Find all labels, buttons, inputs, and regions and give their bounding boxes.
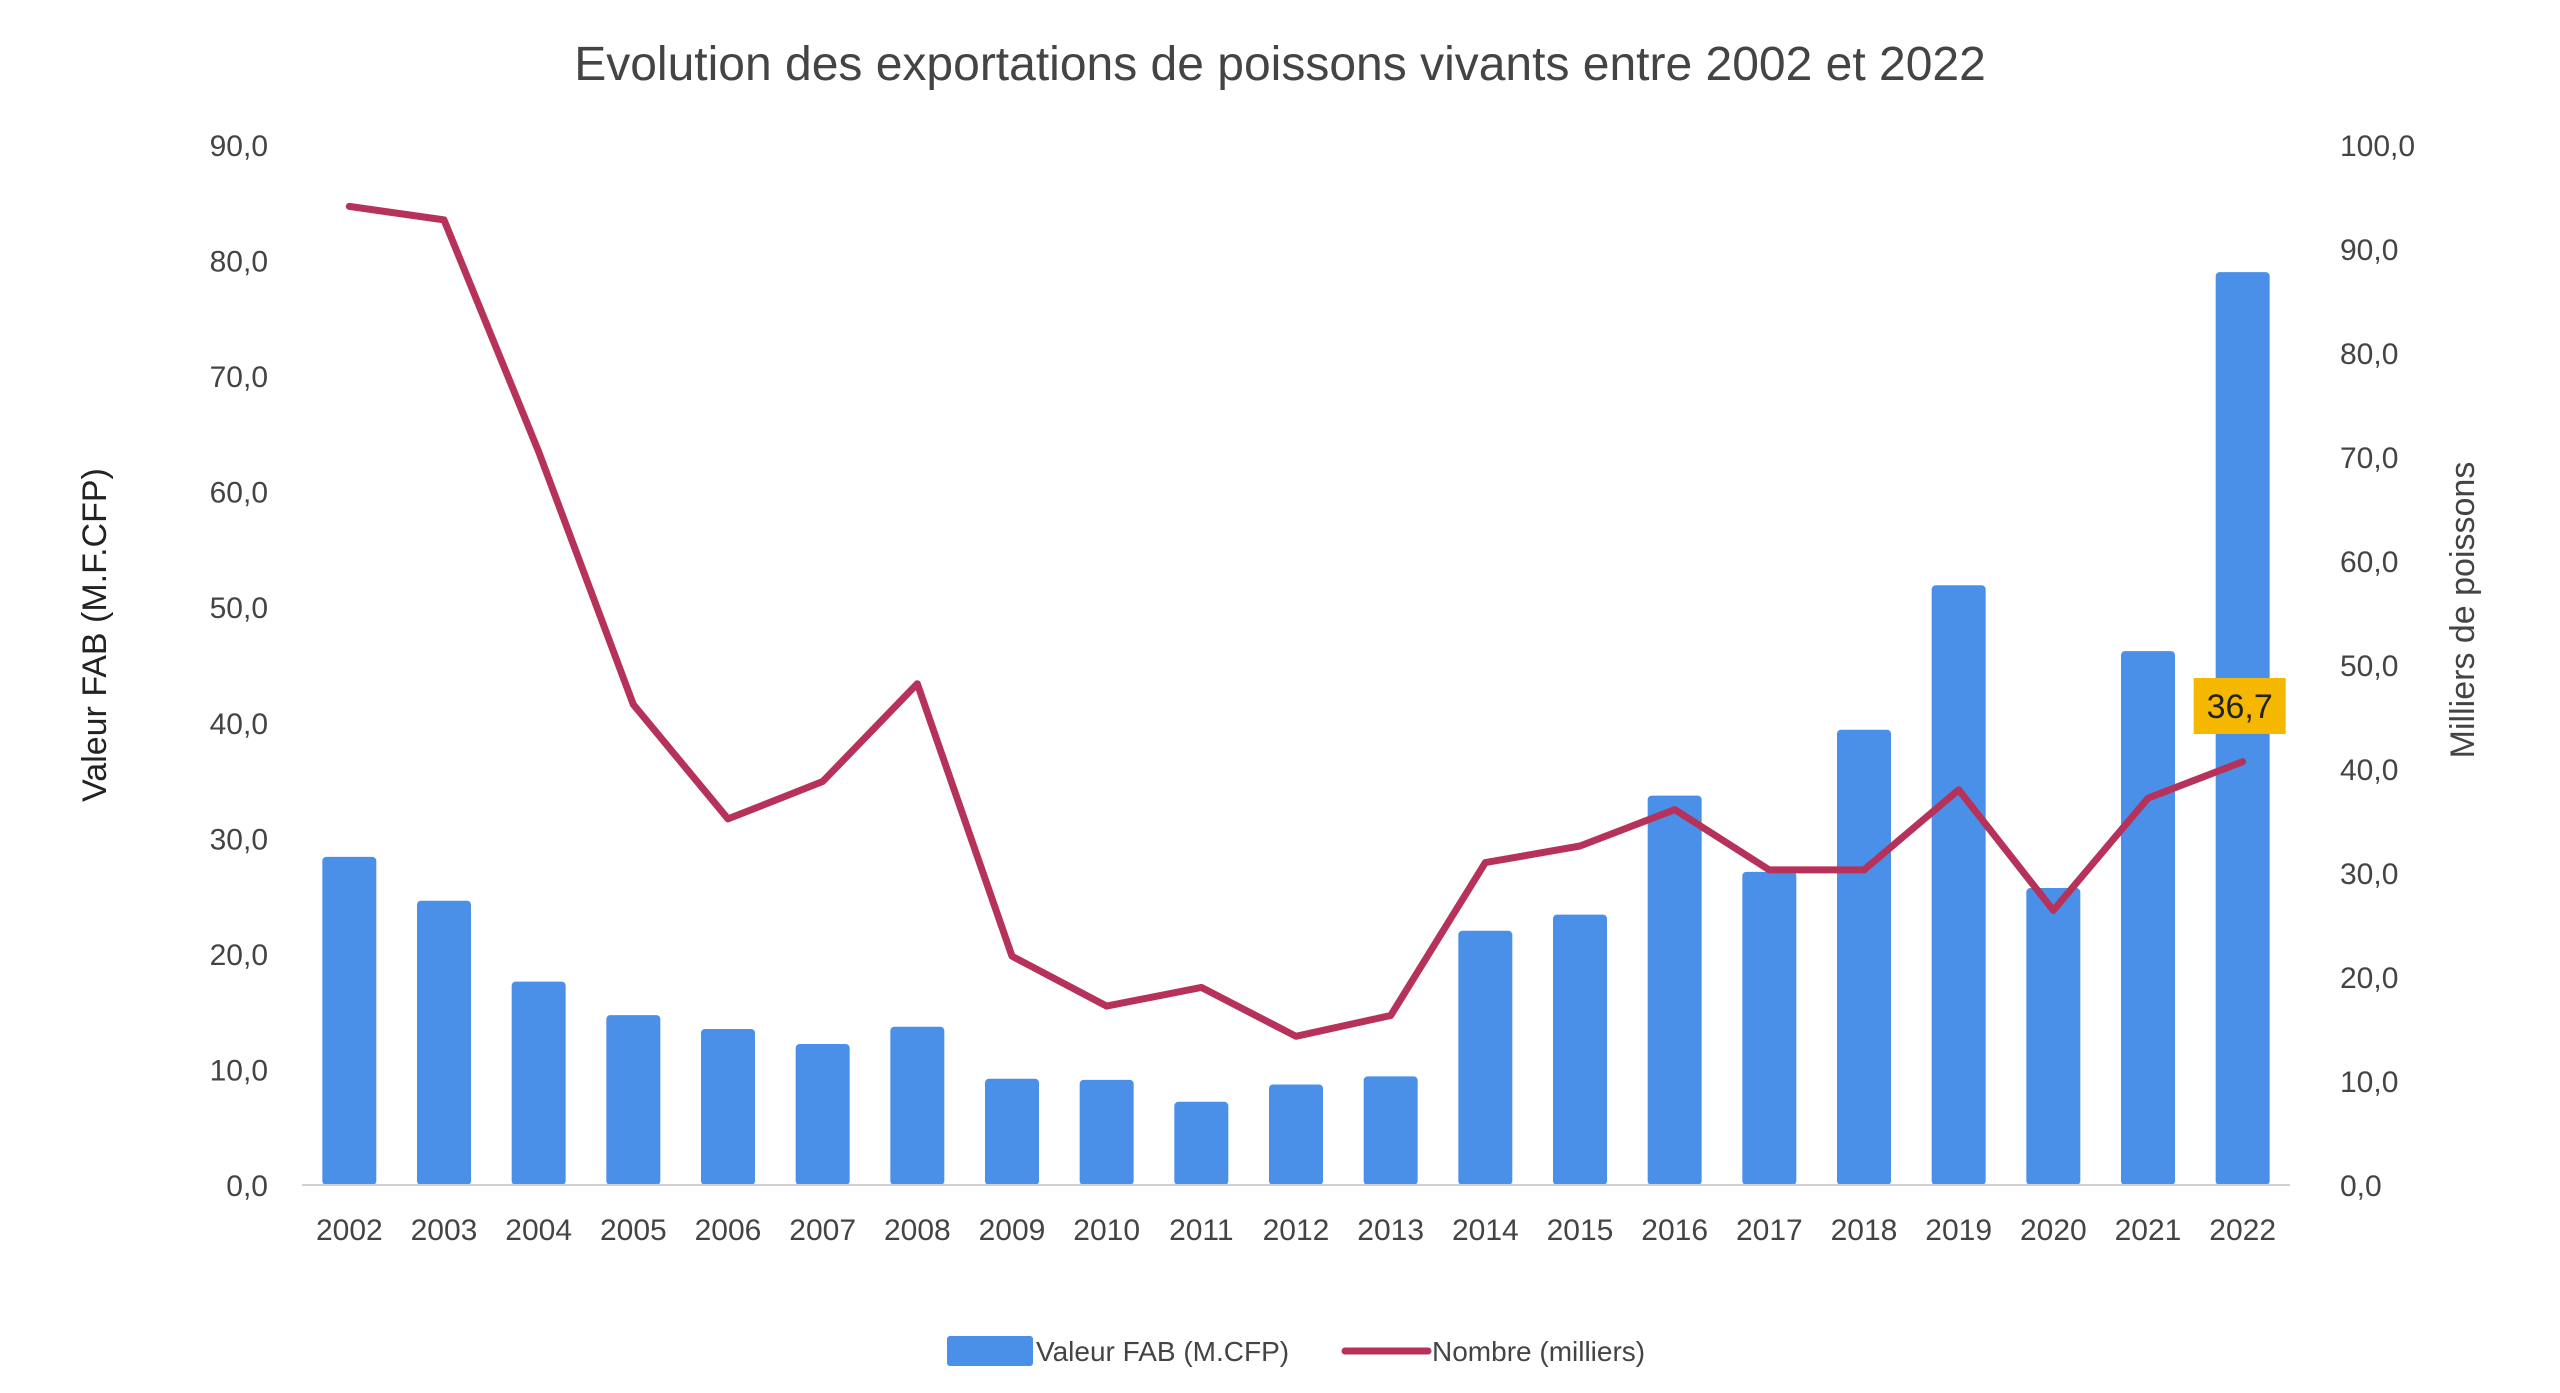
x-tick-label: 2015	[1547, 1214, 1614, 1247]
x-tick-label: 2016	[1641, 1214, 1708, 1247]
line-series	[345, 202, 2247, 1040]
x-tick-label: 2007	[789, 1214, 856, 1247]
x-tick-label: 2019	[1925, 1214, 1992, 1247]
left-tick-label: 60,0	[210, 477, 268, 510]
bar	[322, 856, 377, 1185]
x-tick-label: 2009	[979, 1214, 1046, 1247]
left-tick-label: 80,0	[210, 246, 268, 279]
x-tick-label: 2006	[695, 1214, 762, 1247]
right-axis-title: Milliers de poissons	[2444, 462, 2482, 759]
right-tick-label: 0,0	[2340, 1170, 2382, 1203]
x-tick-label: 2020	[2020, 1214, 2087, 1247]
callout-box	[2193, 678, 2286, 734]
x-tick-label: 2004	[505, 1214, 572, 1247]
bar	[1647, 795, 1702, 1185]
chart-title: Evolution des exportations de poissons v…	[574, 38, 1986, 91]
bar	[417, 900, 471, 1185]
data-callout: 36,7	[2193, 678, 2286, 734]
callout-label: 36,7	[2207, 688, 2273, 726]
bar	[701, 1029, 755, 1185]
legend-bar-swatch	[947, 1336, 1033, 1366]
legend-bar-label: Valeur FAB (M.CFP)	[1036, 1336, 1289, 1367]
x-axis: 2002 2003 2004 2005 2006 2007 2008 2009 2010 2011…	[316, 1214, 2276, 1247]
left-tick-label: 70,0	[210, 361, 268, 394]
x-tick-label: 2014	[1452, 1214, 1519, 1247]
right-tick-label: 40,0	[2340, 754, 2398, 787]
bar	[606, 1015, 661, 1185]
x-tick-label: 2002	[316, 1214, 383, 1247]
bar-series	[322, 272, 2270, 1186]
left-tick-label: 30,0	[210, 823, 268, 856]
x-tick-label: 2017	[1736, 1214, 1803, 1247]
bar	[1079, 1079, 1134, 1185]
bar	[511, 981, 566, 1185]
legend-line-label: Nombre (milliers)	[1432, 1336, 1645, 1367]
bar	[1174, 1101, 1229, 1185]
right-tick-label: 30,0	[2340, 858, 2398, 891]
x-tick-label: 2003	[411, 1214, 478, 1247]
right-tick-label: 60,0	[2340, 546, 2398, 579]
left-tick-label: 20,0	[210, 939, 268, 972]
bar	[1742, 871, 1797, 1185]
bar	[1458, 930, 1513, 1185]
left-axis-title: Valeur FAB (M.F.CFP)	[76, 468, 114, 802]
bar	[1553, 914, 1607, 1185]
bar	[1363, 1076, 1418, 1185]
right-axis: 0,0 10,0 20,0 30,0 40,0 50,0 60,0 70,0 80,0 90,0 1…	[2340, 130, 2415, 1203]
right-tick-label: 90,0	[2340, 234, 2398, 267]
x-tick-label: 2005	[600, 1214, 667, 1247]
left-tick-label: 50,0	[210, 592, 268, 625]
bar	[1837, 729, 1891, 1185]
left-axis: 0,0 10,0 20,0 30,0 40,0 50,0 60,0 70,0 80,0 90,0	[210, 130, 268, 1203]
x-tick-label: 2022	[2209, 1214, 2276, 1247]
bar	[985, 1078, 1039, 1185]
right-tick-label: 10,0	[2340, 1066, 2398, 1099]
bar	[890, 1026, 945, 1185]
right-tick-label: 70,0	[2340, 442, 2398, 475]
right-tick-label: 80,0	[2340, 338, 2398, 371]
bar	[795, 1044, 850, 1185]
right-tick-label: 20,0	[2340, 962, 2398, 995]
x-tick-label: 2021	[2115, 1214, 2182, 1247]
left-tick-label: 90,0	[210, 130, 268, 163]
bar	[2026, 888, 2081, 1185]
line-path	[345, 202, 2247, 1040]
right-tick-label: 100,0	[2340, 130, 2415, 163]
bar	[1269, 1084, 1323, 1185]
x-tick-label: 2018	[1831, 1214, 1898, 1247]
bar	[2121, 651, 2175, 1185]
x-tick-label: 2013	[1357, 1214, 1424, 1247]
bar	[1931, 585, 1986, 1185]
right-tick-label: 50,0	[2340, 650, 2398, 683]
x-tick-label: 2012	[1263, 1214, 1330, 1247]
x-tick-label: 2010	[1073, 1214, 1140, 1247]
legend: Valeur FAB (M.CFP) Nombre (milliers)	[947, 1336, 1645, 1367]
left-tick-label: 0,0	[226, 1170, 268, 1203]
x-tick-label: 2011	[1169, 1214, 1234, 1247]
left-tick-label: 10,0	[210, 1054, 268, 1087]
left-tick-label: 40,0	[210, 708, 268, 741]
x-tick-label: 2008	[884, 1214, 951, 1247]
